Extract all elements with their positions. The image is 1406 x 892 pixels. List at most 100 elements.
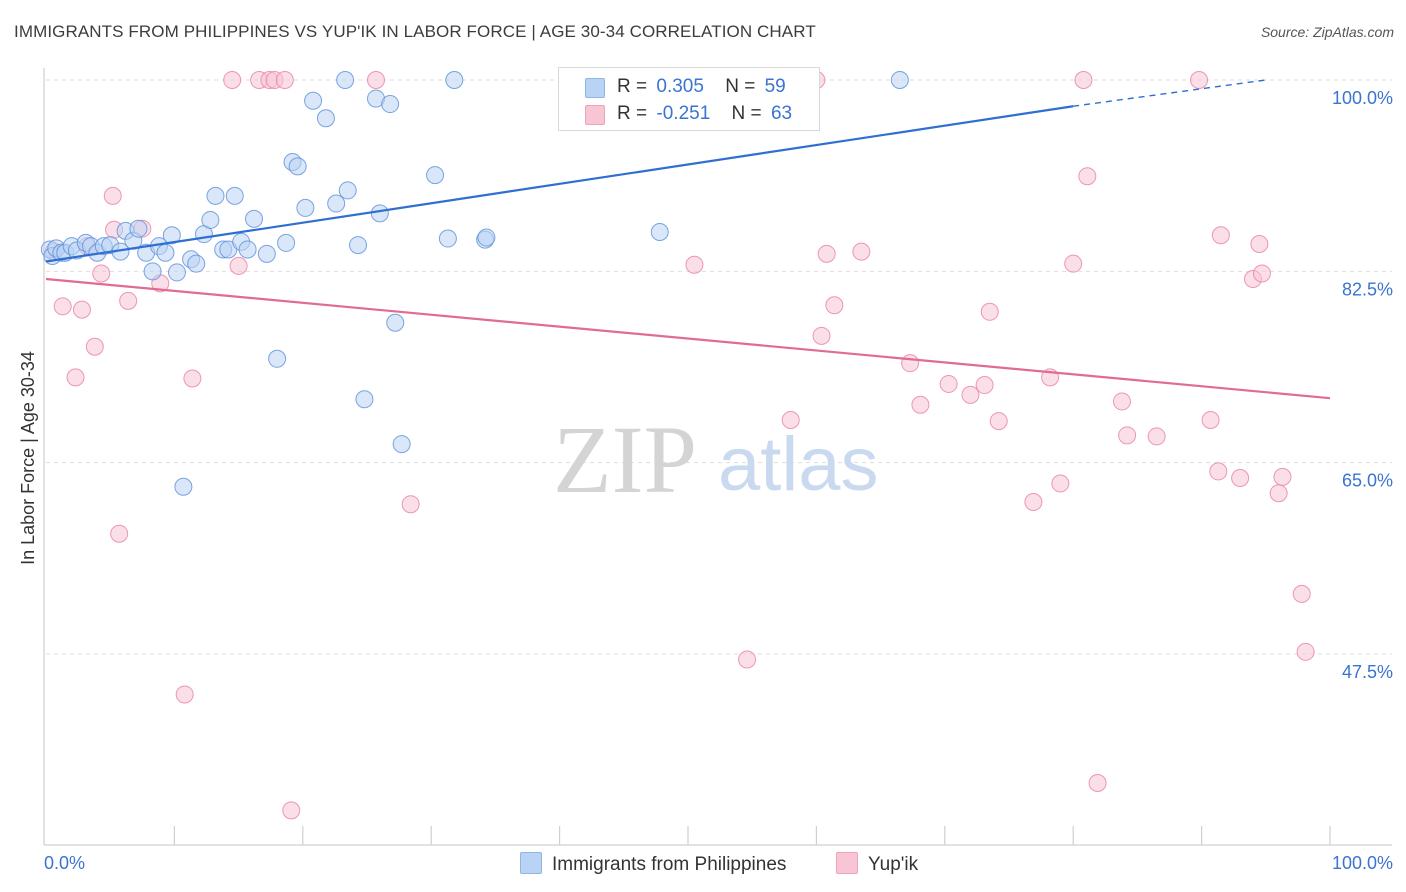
philippines-point [225, 186, 244, 205]
legend-n-value: 59 [764, 76, 786, 97]
yupik-point [961, 385, 980, 404]
yupik-point [103, 186, 122, 205]
yupik-point [781, 411, 800, 430]
yupik-point [366, 71, 385, 89]
philippines-point [245, 209, 264, 228]
yupik-point [1051, 474, 1070, 493]
yupik-point [817, 244, 836, 263]
legend-n-value: 63 [770, 103, 793, 124]
watermark-atlas: atlas [718, 422, 879, 507]
philippines-point [316, 109, 335, 128]
philippines-point [386, 313, 405, 332]
philippines-point [174, 477, 193, 496]
watermark-zip: ZIP [553, 406, 697, 513]
yupik-point [980, 302, 999, 321]
philippines-point [338, 181, 357, 200]
yupik-point [1292, 584, 1311, 603]
philippines-point [327, 194, 346, 213]
yupik-point [175, 685, 194, 704]
yupik-point [229, 256, 248, 275]
source-credit: Source: ZipAtlas.com [1260, 24, 1394, 40]
philippines-point [477, 228, 496, 247]
philippines-point [890, 71, 909, 89]
legend-r-value: -0.251 [656, 103, 711, 124]
yupik-point [989, 412, 1008, 431]
legend-swatch-yupik [585, 105, 605, 125]
philippines-point [257, 244, 276, 263]
yupik-point [72, 300, 91, 319]
yupik-point [183, 369, 202, 388]
yupik-point [1074, 71, 1093, 89]
philippines-point [426, 166, 445, 185]
philippines-point [336, 71, 355, 89]
yupik-point [85, 337, 104, 356]
legend-swatch-philippines [585, 78, 605, 98]
yupik-point [275, 71, 294, 89]
yupik-point [1147, 427, 1166, 446]
yupik-point [66, 368, 85, 387]
yupik-point [1273, 467, 1292, 486]
yupik-point [1064, 254, 1083, 273]
yupik-point [1190, 71, 1209, 89]
yupik-point [1250, 235, 1269, 253]
y-tick-label: 100.0% [1332, 88, 1393, 108]
philippines-point [650, 222, 669, 241]
philippines-point [268, 349, 287, 368]
yupik-point [738, 650, 757, 669]
philippines-point [129, 219, 148, 238]
yupik-point [401, 495, 420, 514]
philippines-point [381, 95, 400, 114]
philippines-point [355, 390, 374, 409]
yupik-point [53, 297, 72, 316]
x-tick-label-min: 0.0% [44, 853, 85, 873]
yupik-point [685, 255, 704, 274]
y-axis-title: In Labor Force | Age 30-34 [18, 351, 38, 565]
yupik-point [975, 376, 994, 395]
yupik-point [1088, 774, 1107, 793]
yupik-point [1118, 426, 1137, 445]
yupik-trend-line [45, 277, 1331, 400]
philippines-point [349, 236, 368, 255]
yupik-point [812, 326, 831, 345]
philippines-point [277, 233, 296, 252]
philippines-point [392, 435, 411, 454]
bottom-legend-yupik: Yup'ik [836, 852, 918, 876]
chart-title: IMMIGRANTS FROM PHILIPPINES VS YUP'IK IN… [14, 22, 816, 41]
philippines-point [445, 71, 464, 89]
yupik-point [852, 242, 871, 261]
philippines-point [143, 262, 162, 281]
philippines-point [206, 186, 225, 205]
legend-r-value: 0.305 [656, 76, 704, 97]
legend-n-label: N = [725, 76, 756, 97]
axis-labels: 100.0% 82.5% 65.0% 47.5% 0.0% 100.0% [44, 88, 1393, 873]
grid-lines [46, 79, 1392, 655]
y-tick-label: 82.5% [1342, 279, 1393, 299]
yupik-point [1112, 392, 1131, 411]
legend-r-label: R = [617, 103, 648, 124]
yupik-point [1231, 468, 1250, 487]
bottom-legend-label-philippines: Immigrants from Philippines [552, 854, 787, 875]
bottom-legend-philippines: Immigrants from Philippines [520, 852, 786, 876]
philippines-trend-line [45, 105, 1074, 263]
yupik-point [939, 374, 958, 393]
yupik-point [901, 354, 920, 373]
yupik-point [1296, 642, 1315, 661]
philippines-trend-extension [1073, 79, 1266, 107]
philippines-point [187, 254, 206, 273]
x-tick-label-max: 100.0% [1332, 853, 1393, 873]
philippines-point [370, 204, 389, 223]
philippines-point [296, 198, 315, 217]
yupik-point [1209, 462, 1228, 481]
philippines-point [438, 229, 457, 248]
philippines-point [167, 263, 186, 282]
philippines-point [304, 91, 323, 110]
legend-r-label: R = [617, 76, 648, 97]
correlation-legend: R = 0.305 N = 59 R = -0.251 N = 63 [558, 67, 820, 131]
yupik-point [92, 264, 111, 283]
yupik-point [1078, 167, 1097, 186]
yupik-point [1252, 264, 1271, 283]
bottom-legend-label-yupik: Yup'ik [868, 854, 919, 875]
y-tick-label: 47.5% [1342, 662, 1393, 682]
trend-lines [45, 79, 1331, 400]
